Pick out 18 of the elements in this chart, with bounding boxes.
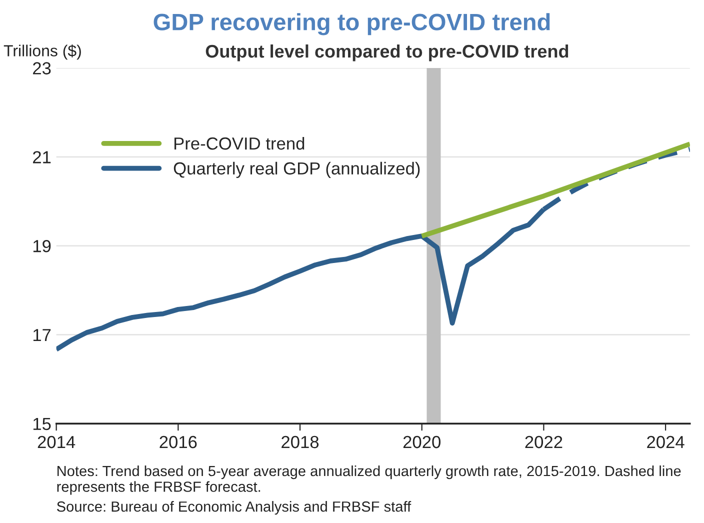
y-tick-label: 15 (33, 418, 51, 430)
x-tick-label: 2022 (525, 436, 562, 448)
chart-subtitle: Output level compared to pre-COVID trend (206, 44, 568, 62)
x-tick-label: 2014 (38, 436, 76, 448)
x-tick-label: 2024 (647, 436, 684, 448)
y-tick-label: 17 (33, 329, 51, 342)
x-tick-label: 2018 (282, 436, 319, 448)
legend-label: Pre-COVID trend (174, 136, 304, 150)
y-tick-label: 23 (33, 62, 51, 74)
legend-label: Quarterly real GDP (annualized) (174, 162, 420, 178)
x-tick-label: 2020 (403, 436, 440, 448)
y-tick-label: 21 (33, 151, 51, 164)
y-tick-label: 19 (33, 240, 51, 252)
x-tick-label: 2016 (160, 436, 197, 448)
source-note: Source: Bureau of Economic Analysis and FRBSF staff (56, 501, 412, 515)
text: Notes: Trend based on 5-year average annualized quarterly growth rate, 2015-2019. Dashed line represents the FRBSF forecast. (57, 465, 681, 495)
chart-title: GDP recovering to pre-COVID trend (154, 13, 550, 36)
y-axis-title: Trillions ($) (4, 44, 81, 60)
